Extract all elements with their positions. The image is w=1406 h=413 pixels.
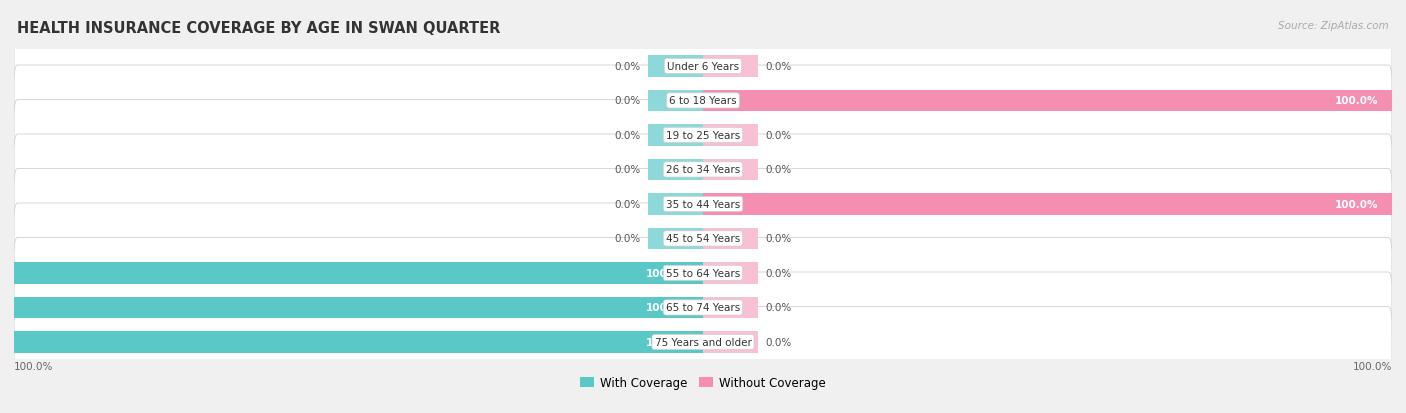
Text: 0.0%: 0.0% [765,165,792,175]
Bar [703,331,758,353]
Bar [703,263,758,284]
Bar [648,159,703,181]
Text: 26 to 34 Years: 26 to 34 Years [666,165,740,175]
Text: 75 Years and older: 75 Years and older [655,337,751,347]
Text: 100.0%: 100.0% [645,337,689,347]
Text: Under 6 Years: Under 6 Years [666,62,740,72]
FancyBboxPatch shape [14,169,1392,240]
Text: 0.0%: 0.0% [765,234,792,244]
Text: 100.0%: 100.0% [645,268,689,278]
Text: 0.0%: 0.0% [614,234,641,244]
Text: 19 to 25 Years: 19 to 25 Years [666,131,740,140]
Text: 45 to 54 Years: 45 to 54 Years [666,234,740,244]
Bar [703,90,1392,112]
Text: 100.0%: 100.0% [1334,199,1378,209]
FancyBboxPatch shape [14,135,1392,205]
Text: Source: ZipAtlas.com: Source: ZipAtlas.com [1278,21,1389,31]
Bar [648,56,703,78]
Bar [14,331,703,353]
Text: 0.0%: 0.0% [614,199,641,209]
Text: 0.0%: 0.0% [614,96,641,106]
FancyBboxPatch shape [14,238,1392,309]
Bar [648,194,703,215]
Text: 35 to 44 Years: 35 to 44 Years [666,199,740,209]
FancyBboxPatch shape [14,272,1392,343]
FancyBboxPatch shape [14,66,1392,137]
Bar [703,297,758,318]
Text: 65 to 74 Years: 65 to 74 Years [666,303,740,313]
Text: 0.0%: 0.0% [765,131,792,140]
Text: 100.0%: 100.0% [645,303,689,313]
Legend: With Coverage, Without Coverage: With Coverage, Without Coverage [575,371,831,394]
FancyBboxPatch shape [14,100,1392,171]
Text: 6 to 18 Years: 6 to 18 Years [669,96,737,106]
Bar [703,228,758,249]
Text: 0.0%: 0.0% [765,303,792,313]
FancyBboxPatch shape [14,204,1392,274]
Bar [14,297,703,318]
FancyBboxPatch shape [14,307,1392,377]
Text: 0.0%: 0.0% [765,268,792,278]
Text: 55 to 64 Years: 55 to 64 Years [666,268,740,278]
Text: 100.0%: 100.0% [1334,96,1378,106]
Bar [703,125,758,146]
Text: 100.0%: 100.0% [1353,361,1392,371]
FancyBboxPatch shape [14,31,1392,102]
Text: 0.0%: 0.0% [614,62,641,72]
Bar [703,56,758,78]
Text: 0.0%: 0.0% [765,62,792,72]
Bar [648,228,703,249]
Text: 100.0%: 100.0% [14,361,53,371]
Bar [648,90,703,112]
Bar [703,159,758,181]
Bar [648,125,703,146]
Text: HEALTH INSURANCE COVERAGE BY AGE IN SWAN QUARTER: HEALTH INSURANCE COVERAGE BY AGE IN SWAN… [17,21,501,36]
Bar [703,194,1392,215]
Text: 0.0%: 0.0% [614,165,641,175]
Bar [14,263,703,284]
Text: 0.0%: 0.0% [765,337,792,347]
Text: 0.0%: 0.0% [614,131,641,140]
